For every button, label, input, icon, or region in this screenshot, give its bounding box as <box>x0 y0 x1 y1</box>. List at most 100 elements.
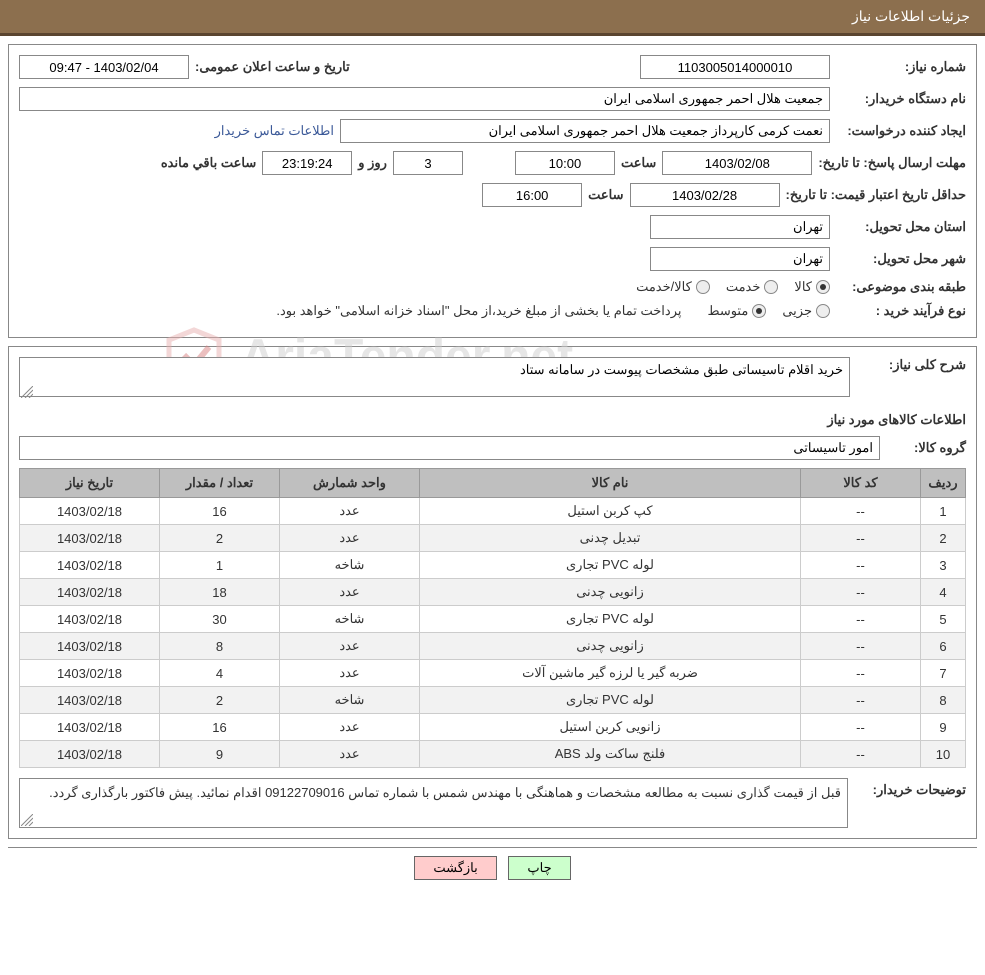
cell-date: 1403/02/18 <box>20 498 160 525</box>
process-partial-radio[interactable]: جزیی <box>782 303 830 319</box>
remaining-label: ساعت باقي مانده <box>161 155 256 171</box>
cell-code: -- <box>801 687 921 714</box>
cell-date: 1403/02/18 <box>20 633 160 660</box>
cell-idx: 7 <box>921 660 966 687</box>
cell-qty: 8 <box>160 633 280 660</box>
cell-unit: عدد <box>280 525 420 552</box>
page-header: جزئیات اطلاعات نیاز <box>0 0 985 36</box>
cell-unit: شاخه <box>280 687 420 714</box>
price-validity-time-field <box>482 183 582 207</box>
cell-qty: 1 <box>160 552 280 579</box>
process-type-label: نوع فرآیند خرید : <box>836 303 966 319</box>
col-header-code: کد کالا <box>801 469 921 498</box>
details-panel: AriaTender.net شماره نیاز: تاریخ و ساعت … <box>8 44 977 338</box>
category-goods-service-radio[interactable]: کالا/خدمت <box>636 279 710 295</box>
table-row: 8--لوله PVC تجاریشاخه21403/02/18 <box>20 687 966 714</box>
delivery-province-label: استان محل تحویل: <box>836 219 966 235</box>
cell-idx: 5 <box>921 606 966 633</box>
cell-unit: عدد <box>280 633 420 660</box>
cell-qty: 16 <box>160 498 280 525</box>
col-header-idx: ردیف <box>921 469 966 498</box>
cell-name: زانویی چدنی <box>420 633 801 660</box>
price-validity-date-field <box>630 183 780 207</box>
buyer-notes-label: توضیحات خریدار: <box>856 778 966 798</box>
cell-name: زانویی چدنی <box>420 579 801 606</box>
buyer-contact-link[interactable]: اطلاعات تماس خریدار <box>215 123 334 139</box>
cell-unit: عدد <box>280 579 420 606</box>
cell-date: 1403/02/18 <box>20 606 160 633</box>
announce-datetime-label: تاریخ و ساعت اعلان عمومی: <box>195 59 350 75</box>
cell-qty: 30 <box>160 606 280 633</box>
cell-idx: 1 <box>921 498 966 525</box>
desc-textarea[interactable] <box>19 357 850 397</box>
cell-unit: شاخه <box>280 606 420 633</box>
process-medium-radio[interactable]: متوسط <box>707 303 766 319</box>
cell-code: -- <box>801 714 921 741</box>
cell-date: 1403/02/18 <box>20 741 160 768</box>
cell-code: -- <box>801 606 921 633</box>
cell-qty: 4 <box>160 660 280 687</box>
cell-name: لوله PVC تجاری <box>420 606 801 633</box>
process-note: پرداخت تمام یا بخشی از مبلغ خرید،از محل … <box>276 303 681 319</box>
table-row: 6--زانویی چدنیعدد81403/02/18 <box>20 633 966 660</box>
resize-handle-icon <box>21 386 33 398</box>
cell-qty: 2 <box>160 687 280 714</box>
buyer-notes-box: قبل از قیمت گذاری نسبت به مطالعه مشخصات … <box>19 778 848 828</box>
col-header-qty: تعداد / مقدار <box>160 469 280 498</box>
need-number-field <box>640 55 830 79</box>
countdown-field <box>262 151 352 175</box>
buyer-org-field <box>19 87 830 111</box>
category-service-radio[interactable]: خدمت <box>726 279 779 295</box>
cell-code: -- <box>801 525 921 552</box>
goods-group-field <box>19 436 880 460</box>
cell-name: زانویی کربن استیل <box>420 714 801 741</box>
cell-name: فلنج ساکت ولد ABS <box>420 741 801 768</box>
announce-datetime-field <box>19 55 189 79</box>
col-header-unit: واحد شمارش <box>280 469 420 498</box>
cell-idx: 2 <box>921 525 966 552</box>
category-label: طبقه بندی موضوعی: <box>836 279 966 295</box>
back-button[interactable]: بازگشت <box>414 856 496 880</box>
cell-code: -- <box>801 741 921 768</box>
price-validity-label: حداقل تاریخ اعتبار قیمت: تا تاریخ: <box>786 187 966 203</box>
cell-qty: 18 <box>160 579 280 606</box>
footer-buttons: چاپ بازگشت <box>8 847 977 892</box>
delivery-city-field <box>650 247 830 271</box>
table-row: 5--لوله PVC تجاریشاخه301403/02/18 <box>20 606 966 633</box>
cell-name: کپ کربن استیل <box>420 498 801 525</box>
need-number-label: شماره نیاز: <box>836 59 966 75</box>
cell-qty: 16 <box>160 714 280 741</box>
table-row: 10--فلنج ساکت ولد ABSعدد91403/02/18 <box>20 741 966 768</box>
delivery-province-field <box>650 215 830 239</box>
buyer-org-label: نام دستگاه خریدار: <box>836 91 966 107</box>
delivery-city-label: شهر محل تحویل: <box>836 251 966 267</box>
category-goods-radio[interactable]: کالا <box>794 279 830 295</box>
goods-group-label: گروه کالا: <box>886 440 966 456</box>
cell-idx: 10 <box>921 741 966 768</box>
cell-date: 1403/02/18 <box>20 525 160 552</box>
table-row: 4--زانویی چدنیعدد181403/02/18 <box>20 579 966 606</box>
cell-code: -- <box>801 579 921 606</box>
time-label-2: ساعت <box>588 187 623 203</box>
table-row: 2--تبدیل چدنیعدد21403/02/18 <box>20 525 966 552</box>
time-label-1: ساعت <box>621 155 656 171</box>
cell-name: لوله PVC تجاری <box>420 552 801 579</box>
goods-panel: شرح کلی نیاز: اطلاعات کالاهای مورد نیاز … <box>8 346 977 839</box>
deadline-date-field <box>662 151 812 175</box>
cell-qty: 9 <box>160 741 280 768</box>
cell-code: -- <box>801 660 921 687</box>
cell-idx: 9 <box>921 714 966 741</box>
print-button[interactable]: چاپ <box>508 856 570 880</box>
cell-name: ضربه گیر یا لرزه گیر ماشین آلات <box>420 660 801 687</box>
cell-unit: شاخه <box>280 552 420 579</box>
cell-date: 1403/02/18 <box>20 714 160 741</box>
page-title: جزئیات اطلاعات نیاز <box>852 8 970 24</box>
days-and-label: روز و <box>358 155 387 171</box>
resize-handle-icon <box>21 814 33 826</box>
cell-unit: عدد <box>280 498 420 525</box>
cell-idx: 3 <box>921 552 966 579</box>
desc-label: شرح کلی نیاز: <box>856 357 966 373</box>
deadline-label: مهلت ارسال پاسخ: تا تاریخ: <box>818 155 966 171</box>
cell-idx: 6 <box>921 633 966 660</box>
cell-name: لوله PVC تجاری <box>420 687 801 714</box>
